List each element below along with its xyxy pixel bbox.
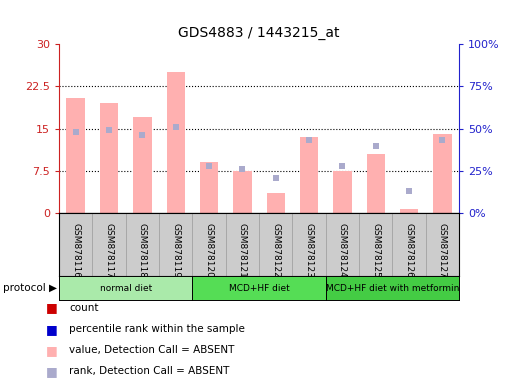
Text: MCD+HF diet: MCD+HF diet (229, 284, 289, 293)
Text: ■: ■ (46, 344, 58, 357)
Text: rank, Detection Call = ABSENT: rank, Detection Call = ABSENT (69, 366, 230, 376)
Text: GSM878127: GSM878127 (438, 223, 447, 278)
Text: protocol ▶: protocol ▶ (3, 283, 56, 293)
Text: GSM878116: GSM878116 (71, 223, 80, 278)
Text: GSM878117: GSM878117 (105, 223, 113, 278)
Bar (400, 209, 418, 213)
Text: GSM878118: GSM878118 (138, 223, 147, 278)
Bar (333, 171, 351, 213)
Bar (67, 98, 85, 213)
Bar (367, 154, 385, 213)
Bar (433, 134, 451, 213)
Text: GSM878121: GSM878121 (238, 223, 247, 278)
Bar (233, 171, 251, 213)
Text: normal diet: normal diet (100, 284, 152, 293)
Text: ■: ■ (46, 365, 58, 378)
Text: GSM878122: GSM878122 (271, 223, 280, 277)
Text: GSM878119: GSM878119 (171, 223, 180, 278)
Text: GSM878126: GSM878126 (405, 223, 413, 278)
Bar (267, 194, 285, 213)
Text: ■: ■ (46, 301, 58, 314)
Text: GSM878120: GSM878120 (205, 223, 213, 278)
Text: GSM878125: GSM878125 (371, 223, 380, 278)
Bar (167, 72, 185, 213)
Text: ■: ■ (46, 323, 58, 336)
Text: GSM878123: GSM878123 (305, 223, 313, 278)
Text: percentile rank within the sample: percentile rank within the sample (69, 324, 245, 334)
Text: count: count (69, 303, 99, 313)
Bar (200, 162, 218, 213)
Text: GSM878124: GSM878124 (338, 223, 347, 277)
Text: MCD+HF diet with metformin: MCD+HF diet with metformin (326, 284, 459, 293)
Bar (133, 118, 151, 213)
Bar (100, 103, 118, 213)
Title: GDS4883 / 1443215_at: GDS4883 / 1443215_at (179, 26, 340, 40)
Bar (300, 137, 318, 213)
Text: value, Detection Call = ABSENT: value, Detection Call = ABSENT (69, 345, 234, 355)
